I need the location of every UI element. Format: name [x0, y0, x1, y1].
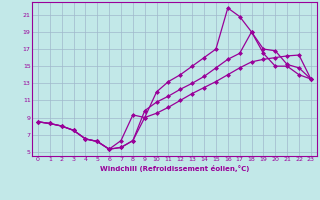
X-axis label: Windchill (Refroidissement éolien,°C): Windchill (Refroidissement éolien,°C): [100, 165, 249, 172]
